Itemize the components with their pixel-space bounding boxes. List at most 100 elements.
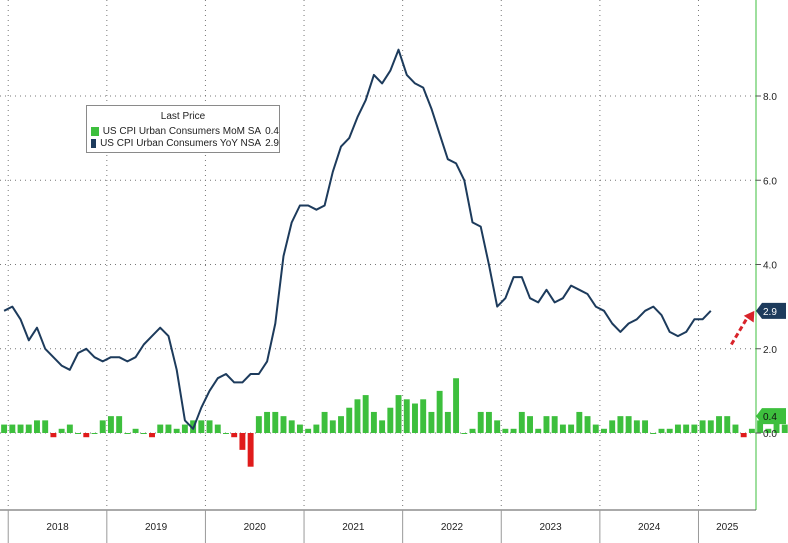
mom-swatch bbox=[91, 126, 99, 136]
mom-bar bbox=[444, 411, 451, 433]
mom-bar bbox=[25, 424, 32, 433]
y-axis-ticks: 8.0 6.0 4.0 2.0 0.0 bbox=[756, 92, 777, 440]
mom-bar bbox=[674, 424, 681, 433]
mom-bar bbox=[288, 420, 295, 433]
mom-bar bbox=[165, 424, 172, 433]
mom-bar bbox=[485, 411, 492, 433]
mom-bar bbox=[666, 428, 673, 433]
mom-bar bbox=[748, 428, 755, 433]
x-tick-label: 2022 bbox=[441, 522, 464, 533]
mom-bar bbox=[551, 416, 558, 433]
mom-bar bbox=[272, 411, 279, 433]
x-axis-ticks: 2018 2019 2020 2021 2022 2023 2024 2025 bbox=[7, 510, 739, 543]
mom-bar bbox=[296, 424, 303, 433]
x-tick-label: 2021 bbox=[342, 522, 365, 533]
mom-bar bbox=[157, 424, 164, 433]
mom-bar bbox=[420, 399, 427, 433]
arrow-head bbox=[743, 310, 755, 323]
mom-bar bbox=[773, 420, 780, 433]
x-tick-label: 2023 bbox=[539, 522, 562, 533]
mom-bar bbox=[34, 420, 40, 433]
mom-tag-bg bbox=[756, 408, 786, 425]
mom-bar bbox=[527, 416, 533, 433]
mom-bar bbox=[66, 424, 73, 433]
mom-bar bbox=[140, 433, 147, 434]
mom-bar bbox=[740, 433, 747, 438]
mom-bar bbox=[83, 433, 90, 438]
legend-label-yoy: US CPI Urban Consumers YoY NSA bbox=[100, 137, 262, 149]
mom-bar bbox=[362, 395, 369, 433]
mom-bar bbox=[370, 411, 377, 433]
mom-bar bbox=[412, 403, 418, 433]
mom-bar bbox=[724, 416, 731, 433]
mom-bar bbox=[75, 433, 82, 434]
mom-bar bbox=[206, 420, 213, 433]
mom-bar bbox=[329, 420, 336, 433]
mom-bar bbox=[338, 416, 344, 433]
mom-bar bbox=[149, 433, 155, 438]
yoy-swatch bbox=[91, 138, 97, 148]
mom-bar bbox=[403, 399, 410, 433]
mom-bar bbox=[198, 420, 205, 433]
mom-bar bbox=[231, 433, 238, 438]
mom-bar bbox=[461, 433, 468, 434]
x-tick-label: 2019 bbox=[145, 522, 168, 533]
grid-lines bbox=[0, 0, 756, 510]
mom-bar bbox=[9, 424, 16, 433]
mom-bar bbox=[510, 428, 517, 433]
mom-bar bbox=[428, 411, 435, 433]
mom-bar bbox=[576, 411, 583, 433]
mom-bar bbox=[765, 428, 772, 433]
x-tick-label: 2020 bbox=[244, 522, 267, 533]
mom-bar bbox=[625, 416, 632, 433]
y-tick-label: 8.0 bbox=[763, 92, 777, 103]
mom-bar bbox=[50, 433, 57, 438]
mom-bar bbox=[658, 428, 665, 433]
x-tick-label: 2018 bbox=[46, 522, 69, 533]
mom-bar bbox=[568, 424, 575, 433]
mom-bars bbox=[1, 378, 788, 467]
x-tick-label: 2024 bbox=[638, 522, 661, 533]
mom-bar bbox=[436, 390, 443, 433]
mom-bar bbox=[214, 424, 221, 433]
mom-bar bbox=[502, 428, 509, 433]
yoy-line bbox=[3, 48, 712, 430]
mom-bar bbox=[181, 424, 188, 433]
mom-bar bbox=[469, 428, 476, 433]
mom-bar bbox=[173, 428, 180, 433]
mom-bar bbox=[650, 433, 657, 434]
mom-bar bbox=[683, 424, 690, 433]
mom-bar bbox=[132, 428, 139, 433]
mom-bar bbox=[239, 433, 246, 450]
mom-bar bbox=[584, 416, 591, 433]
x-tick-label: 2025 bbox=[716, 522, 739, 533]
mom-bar bbox=[535, 428, 542, 433]
mom-bar bbox=[592, 424, 599, 433]
mom-bar bbox=[699, 420, 706, 433]
mom-bar bbox=[732, 424, 739, 433]
mom-bar bbox=[99, 420, 106, 433]
mom-bar bbox=[116, 416, 123, 433]
y-tick-label: 0.0 bbox=[763, 429, 777, 440]
mom-bar bbox=[617, 416, 624, 433]
mom-bar bbox=[264, 411, 271, 433]
yoy-tag-bg bbox=[756, 302, 786, 319]
mom-bar bbox=[691, 424, 698, 433]
mom-bar bbox=[313, 424, 320, 433]
y-tick-label: 4.0 bbox=[763, 261, 777, 272]
mom-bar bbox=[601, 428, 607, 433]
mom-bar bbox=[633, 420, 640, 433]
legend-value-yoy: 2.9 bbox=[265, 137, 279, 149]
mom-bar bbox=[477, 411, 484, 433]
mom-bar bbox=[494, 420, 501, 433]
legend-title: Last Price bbox=[160, 111, 206, 122]
legend-item-yoy: US CPI Urban Consumers YoY NSA 2.9 bbox=[87, 137, 279, 149]
mom-bar bbox=[321, 411, 328, 433]
mom-bar bbox=[387, 407, 394, 433]
mom-bar bbox=[247, 433, 254, 467]
mom-bar bbox=[91, 433, 98, 434]
mom-bar bbox=[559, 424, 566, 433]
yoy-tag-label: 2.9 bbox=[763, 307, 777, 318]
mom-bar bbox=[453, 378, 460, 433]
